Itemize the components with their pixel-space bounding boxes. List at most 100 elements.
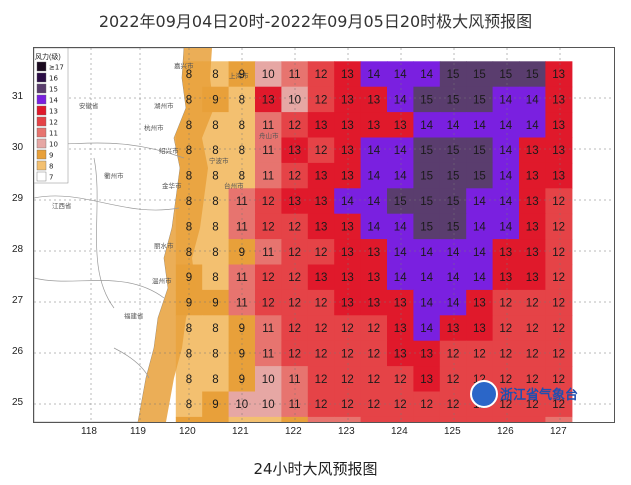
wind-cell bbox=[439, 391, 467, 418]
wind-value: 8 bbox=[212, 196, 218, 208]
wind-value: 12 bbox=[552, 247, 565, 259]
wind-value: 12 bbox=[341, 399, 354, 411]
wind-value: 13 bbox=[341, 120, 354, 132]
wind-value: 13 bbox=[526, 196, 539, 208]
wind-cell bbox=[360, 315, 388, 342]
wind-cell bbox=[307, 391, 335, 418]
lon-tick-label: 121 bbox=[232, 426, 249, 437]
wind-cell bbox=[519, 315, 546, 342]
wind-value: 14 bbox=[420, 247, 433, 259]
wind-value: 12 bbox=[288, 221, 301, 233]
wind-value: 10 bbox=[262, 69, 275, 81]
wind-cell bbox=[439, 289, 467, 316]
wind-cell bbox=[492, 112, 520, 139]
wind-value: 13 bbox=[341, 221, 354, 233]
wind-value: 8 bbox=[186, 348, 192, 360]
wind-cell bbox=[413, 112, 441, 139]
wind-value: 12 bbox=[552, 221, 565, 233]
wind-cell bbox=[307, 289, 335, 316]
wind-cell bbox=[439, 366, 467, 393]
wind-value: 15 bbox=[447, 221, 460, 233]
wind-cell bbox=[202, 239, 230, 266]
wind-value: 13 bbox=[367, 247, 380, 259]
wind-cell bbox=[387, 112, 414, 139]
place-label: 江西省 bbox=[52, 201, 72, 210]
wind-value: 12 bbox=[262, 272, 275, 284]
wind-value: 13 bbox=[552, 94, 565, 106]
wind-cell bbox=[175, 366, 203, 393]
wind-value: 12 bbox=[315, 323, 328, 335]
wind-value: 12 bbox=[315, 298, 328, 310]
wind-zones bbox=[34, 48, 614, 422]
wind-value: 14 bbox=[394, 94, 407, 106]
wind-value: 12 bbox=[288, 348, 301, 360]
wind-cell bbox=[360, 213, 388, 240]
wind-cell bbox=[307, 366, 335, 393]
wind-value: 9 bbox=[186, 272, 192, 284]
wind-value: 8 bbox=[212, 69, 218, 81]
wind-cell bbox=[413, 264, 441, 291]
lon-tick-label: 118 bbox=[81, 426, 97, 437]
wind-value: 13 bbox=[447, 323, 460, 335]
wind-value: 12 bbox=[341, 374, 354, 386]
lon-tick-label: 125 bbox=[444, 426, 461, 437]
wind-value: 12 bbox=[315, 94, 328, 106]
wind-cell bbox=[387, 162, 414, 189]
wind-value: 12 bbox=[394, 374, 407, 386]
wind-value: 12 bbox=[526, 374, 539, 386]
wind-value: 12 bbox=[526, 298, 539, 310]
wind-value: 12 bbox=[341, 323, 354, 335]
wind-cell bbox=[492, 137, 520, 164]
wind-cell bbox=[439, 86, 467, 113]
legend-label: 15 bbox=[49, 86, 58, 94]
wind-value: 11 bbox=[262, 171, 274, 183]
wind-value: 13 bbox=[420, 348, 433, 360]
province-border bbox=[93, 157, 115, 309]
wind-value: 8 bbox=[186, 94, 192, 106]
wind-cell bbox=[255, 340, 282, 367]
wind-cell bbox=[439, 213, 467, 240]
wind-value: 12 bbox=[499, 374, 512, 386]
wind-value: 14 bbox=[341, 196, 354, 208]
province-border bbox=[34, 277, 165, 299]
wind-value: 15 bbox=[447, 171, 460, 183]
wind-value: 12 bbox=[447, 348, 460, 360]
wind-value: 13 bbox=[367, 120, 380, 132]
wind-cell bbox=[519, 239, 546, 266]
wind-value: 14 bbox=[367, 196, 380, 208]
wind-cell bbox=[307, 188, 335, 215]
wind-value: 8 bbox=[186, 374, 192, 386]
legend-swatch bbox=[36, 61, 47, 72]
wind-value: 13 bbox=[341, 94, 354, 106]
wind-value: 12 bbox=[526, 348, 539, 360]
wind-value: 15 bbox=[420, 221, 433, 233]
wind-value: 12 bbox=[315, 399, 328, 411]
wind-value: 8 bbox=[186, 247, 192, 259]
wind-cell bbox=[307, 416, 335, 422]
wind-value: 11 bbox=[262, 120, 274, 132]
wind-value: 12 bbox=[288, 120, 301, 132]
wind-cell bbox=[334, 86, 362, 113]
wind-cell bbox=[360, 188, 388, 215]
wind-cell bbox=[307, 137, 335, 164]
wind-value: 13 bbox=[315, 221, 328, 233]
wind-value: 11 bbox=[262, 145, 274, 157]
wind-value: 8 bbox=[186, 145, 192, 157]
wind-cell bbox=[175, 391, 203, 418]
wind-value: 12 bbox=[499, 298, 512, 310]
wind-value: 9 bbox=[239, 69, 245, 81]
wind-value: 12 bbox=[315, 69, 328, 81]
wind-cell bbox=[413, 315, 441, 342]
wind-cell bbox=[202, 340, 230, 367]
lat-tick-label: 27 bbox=[12, 295, 24, 306]
wind-cell bbox=[413, 289, 441, 316]
wind-value: 9 bbox=[239, 247, 245, 259]
wind-cell bbox=[545, 289, 573, 316]
wind-value: 13 bbox=[526, 171, 539, 183]
wind-cell bbox=[439, 188, 467, 215]
place-label: 杭州市 bbox=[144, 123, 164, 132]
wind-value: 8 bbox=[186, 196, 192, 208]
wind-cell bbox=[360, 137, 388, 164]
wind-value: 14 bbox=[447, 298, 460, 310]
